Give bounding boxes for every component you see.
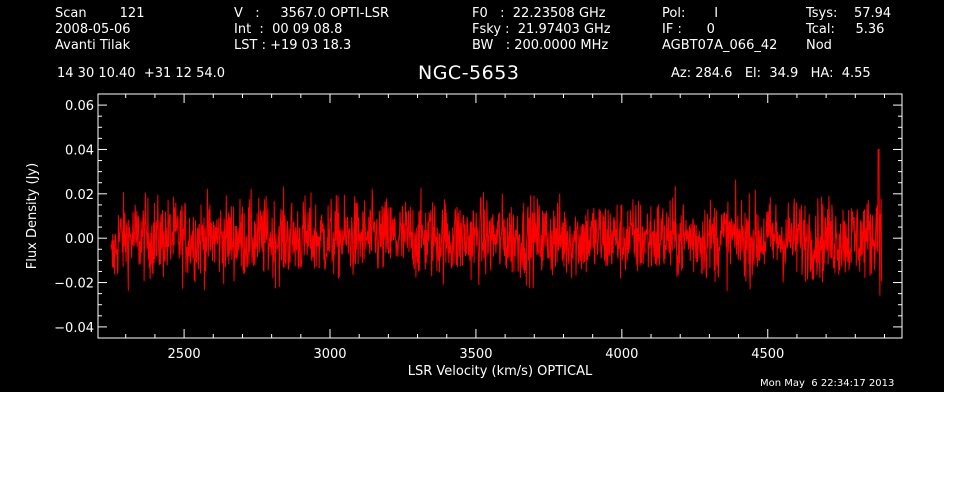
- y-tick-label: 0.00: [65, 232, 94, 247]
- y-tick-label: 0.06: [65, 99, 94, 114]
- y-axis-label: Flux Density (Jy): [25, 163, 40, 269]
- plot-frame: [97, 93, 903, 339]
- header-scan: Scan 121: [55, 6, 145, 21]
- header-tcal: Tcal: 5.36: [806, 22, 885, 37]
- header-observer: Avanti Tilak: [55, 38, 131, 53]
- header-coordinates: 14 30 10.40 +31 12 54.0: [57, 66, 226, 81]
- header-lst: LST : +19 03 18.3: [234, 38, 352, 53]
- y-tick-label: 0.02: [65, 188, 94, 203]
- x-axis-label: LSR Velocity (km/s) OPTICAL: [408, 364, 593, 379]
- header-if: IF : 0: [662, 22, 715, 37]
- x-tick-label: 4000: [605, 347, 638, 362]
- y-tick-label: 0.04: [65, 143, 94, 158]
- header-integration: Int : 00 09 08.8: [234, 22, 343, 37]
- plot-timestamp: Mon May 6 22:34:17 2013: [760, 378, 895, 389]
- x-tick-label: 3500: [459, 347, 492, 362]
- header-tsys: Tsys: 57.94: [806, 6, 892, 21]
- header-bw: BW : 200.0000 MHz: [472, 38, 609, 53]
- y-tick-label: −0.04: [54, 321, 94, 336]
- y-tick-label: −0.02: [54, 277, 94, 292]
- axis-ticks: [98, 93, 902, 339]
- x-tick-label: 3000: [313, 347, 346, 362]
- spectrum-chart: 2500 3000 3500 4000 4500 −0.04 −0.02 0.00 0.02 0.…: [25, 93, 903, 379]
- header-velocity: V : 3567.0 OPTI-LSR: [234, 6, 390, 21]
- header-f0: F0 : 22.23508 GHz: [472, 6, 606, 21]
- source-name: NGC-5653: [418, 62, 520, 84]
- x-tick-label: 2500: [168, 347, 201, 362]
- spectrum-series: [110, 149, 883, 296]
- header-date: 2008-05-06: [55, 22, 131, 37]
- header-pol: Pol: I: [662, 6, 719, 21]
- header-project: AGBT07A_066_42: [662, 38, 778, 53]
- header-fsky: Fsky : 21.97403 GHz: [472, 22, 611, 37]
- tick-labels: 2500 3000 3500 4000 4500 −0.04 −0.02 0.00 0.02 0.…: [54, 99, 784, 362]
- spectrum-line: [110, 149, 883, 296]
- header-procedure: Nod: [806, 38, 832, 53]
- x-tick-label: 4500: [751, 347, 784, 362]
- header-az-el-ha: Az: 284.6 El: 34.9 HA: 4.55: [671, 66, 871, 81]
